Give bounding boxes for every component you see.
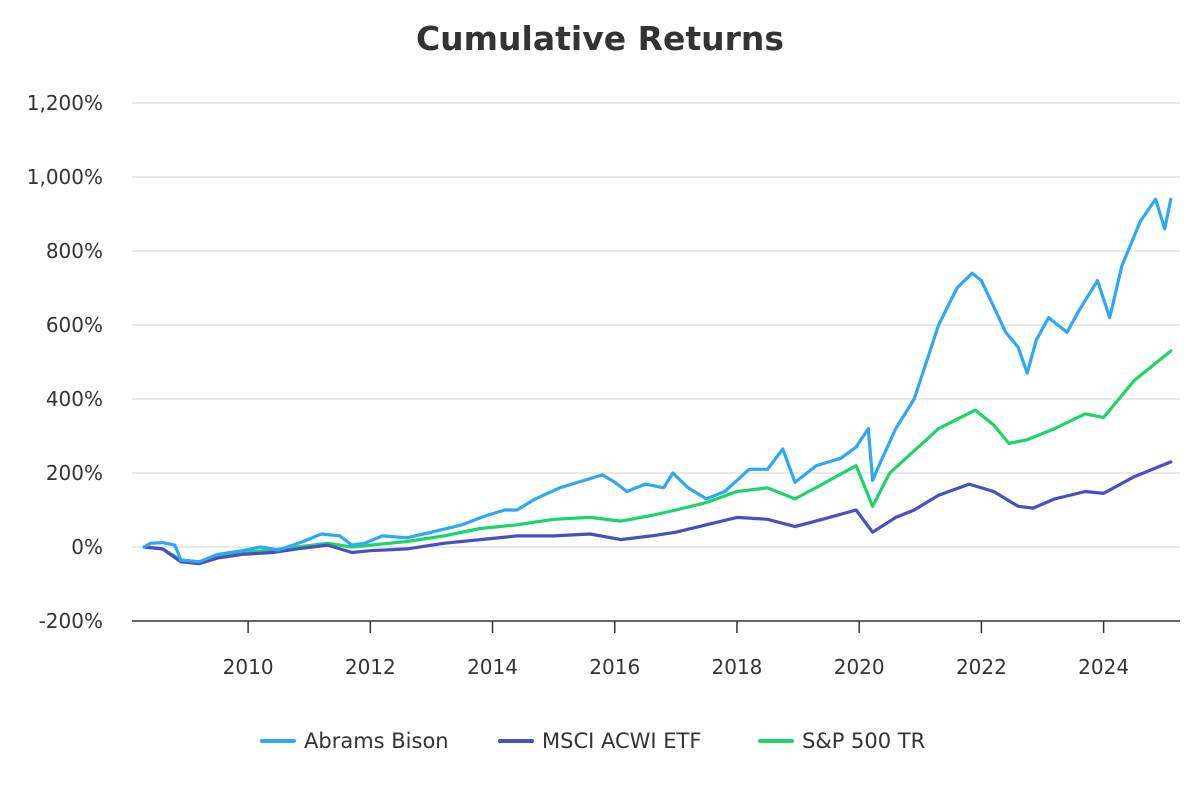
series-line-abrams-bison xyxy=(142,197,1173,564)
y-tick-label: 800% xyxy=(46,239,103,263)
series-line-msci-acwi-etf xyxy=(142,460,1173,566)
legend-label[interactable]: Abrams Bison xyxy=(304,729,449,753)
grid-lines xyxy=(132,102,1180,548)
y-tick-label: 400% xyxy=(46,387,103,411)
series-line-s-p-500-tr xyxy=(142,349,1173,564)
x-tick-label: 2016 xyxy=(589,655,640,679)
x-tick-label: 2020 xyxy=(834,655,885,679)
x-tick-label: 2024 xyxy=(1078,655,1129,679)
y-tick-label: 1,000% xyxy=(27,165,103,189)
y-tick-label: 600% xyxy=(46,313,103,337)
y-tick-label: 1,200% xyxy=(27,91,103,115)
y-tick-label: -200% xyxy=(39,609,103,633)
x-tick-label: 2022 xyxy=(956,655,1007,679)
x-tick-label: 2012 xyxy=(345,655,396,679)
legend-label[interactable]: S&P 500 TR xyxy=(802,729,925,753)
x-tick-label: 2010 xyxy=(223,655,274,679)
legend-label[interactable]: MSCI ACWI ETF xyxy=(542,729,701,753)
legend: Abrams Bison MSCI ACWI ETF S&P 500 TR xyxy=(260,729,925,753)
x-tick-label: 2018 xyxy=(712,655,763,679)
chart-title: Cumulative Returns xyxy=(416,19,784,58)
y-tick-label: 0% xyxy=(71,535,103,559)
series-lines xyxy=(142,197,1173,566)
x-axis: 2010 2012 2014 2016 2018 2020 2022 2024 xyxy=(132,620,1180,679)
y-axis: -200% 0% 200% 400% 600% 800% 1,000% 1,200% xyxy=(27,91,103,633)
x-tick-label: 2014 xyxy=(467,655,518,679)
y-tick-label: 200% xyxy=(46,461,103,485)
